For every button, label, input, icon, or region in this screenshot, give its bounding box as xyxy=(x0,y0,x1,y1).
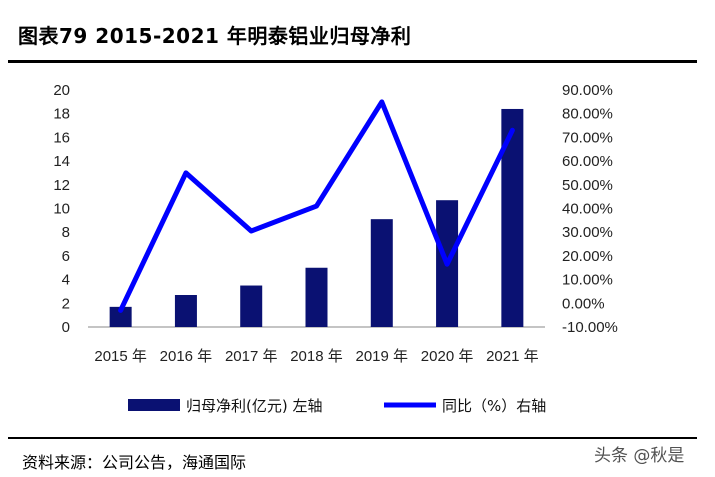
left-tick-label: 2 xyxy=(62,295,70,312)
left-tick-label: 6 xyxy=(62,248,70,265)
left-tick-label: 10 xyxy=(53,201,70,218)
left-tick-label: 14 xyxy=(53,153,70,170)
right-tick-label: 50.00% xyxy=(562,177,613,194)
page-title: 图表79 2015-2021 年明泰铝业归母净利 xyxy=(18,24,412,48)
legend: 归母净利(亿元) 左轴 同比（%）右轴 xyxy=(128,397,546,415)
legend-swatch-bar xyxy=(128,399,180,411)
x-tick-label: 2017 年 xyxy=(225,348,278,365)
bar-4 xyxy=(370,219,393,327)
x-tick-label: 2021 年 xyxy=(486,348,539,365)
footer-divider xyxy=(8,437,697,439)
bar-0 xyxy=(109,306,132,327)
right-tick-label: -10.00% xyxy=(562,319,618,336)
right-tick-label: 80.00% xyxy=(562,106,613,123)
watermark: 头条 @秋是 xyxy=(594,446,685,466)
left-tick-label: 20 xyxy=(53,82,70,99)
x-axis-labels: 2015 年 2016 年 2017 年 2018 年 2019 年 2020 年 2021… xyxy=(94,348,538,365)
left-axis: 0 2 4 6 8 10 12 14 16 18 20 xyxy=(53,82,70,336)
right-tick-label: 0.00% xyxy=(562,295,605,312)
legend-label-line: 同比（%）右轴 xyxy=(442,397,546,415)
yoy-line xyxy=(118,99,515,313)
right-axis: -10.00% 0.00% 10.00% 20.00% 30.00% 40.00% 50.0… xyxy=(562,82,618,336)
right-tick-label: 90.00% xyxy=(562,82,613,99)
left-tick-label: 12 xyxy=(53,177,70,194)
x-tick-label: 2019 年 xyxy=(356,348,409,365)
right-tick-label: 20.00% xyxy=(562,248,613,265)
x-tick-label: 2015 年 xyxy=(94,348,147,365)
right-tick-label: 30.00% xyxy=(562,224,613,241)
bar-series xyxy=(109,108,524,328)
right-tick-label: 60.00% xyxy=(562,153,613,170)
left-tick-label: 0 xyxy=(62,319,70,336)
right-tick-label: 70.00% xyxy=(562,129,613,146)
x-tick-label: 2020 年 xyxy=(421,348,474,365)
right-tick-label: 40.00% xyxy=(562,201,613,218)
left-tick-label: 18 xyxy=(53,106,70,123)
legend-label-bar: 归母净利(亿元) 左轴 xyxy=(186,397,322,415)
title-bar: 图表79 2015-2021 年明泰铝业归母净利 xyxy=(8,6,697,50)
left-tick-label: 8 xyxy=(62,224,70,241)
left-tick-label: 16 xyxy=(53,129,70,146)
bar-1 xyxy=(174,295,197,327)
bar-6 xyxy=(501,108,524,328)
x-tick-label: 2016 年 xyxy=(160,348,213,365)
right-tick-label: 10.00% xyxy=(562,272,613,289)
bar-2 xyxy=(240,285,263,327)
left-tick-label: 4 xyxy=(62,272,70,289)
x-tick-label: 2018 年 xyxy=(290,348,343,365)
bar-3 xyxy=(305,267,328,327)
title-divider xyxy=(8,60,697,63)
source-note: 资料来源：公司公告，海通国际 xyxy=(22,453,247,472)
